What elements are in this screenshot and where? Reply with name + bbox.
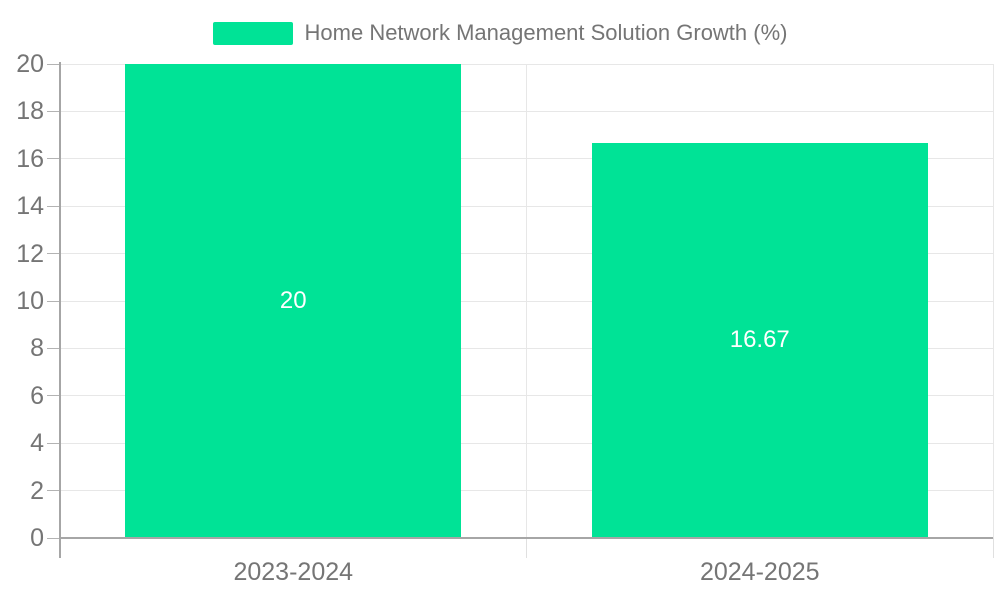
y-axis-tick xyxy=(47,110,60,112)
x-axis-line xyxy=(60,537,993,539)
bar-2023-2024[interactable] xyxy=(125,64,462,538)
y-tick-label: 18 xyxy=(16,97,44,126)
y-axis-tick xyxy=(47,253,60,255)
category-gridline xyxy=(526,64,527,538)
y-axis-tick xyxy=(47,537,60,539)
y-axis-line xyxy=(59,62,61,558)
y-tick-label: 0 xyxy=(30,524,44,552)
y-axis-tick xyxy=(47,158,60,160)
y-tick-label: 16 xyxy=(16,144,44,173)
x-category-label: 2024-2025 xyxy=(699,558,820,586)
x-category-label: 2023-2024 xyxy=(233,558,354,586)
y-tick-label: 4 xyxy=(30,429,44,458)
x-axis-tick xyxy=(526,538,527,558)
y-tick-label: 2 xyxy=(30,476,44,505)
y-axis-tick xyxy=(47,205,60,207)
bar-2024-2025[interactable] xyxy=(591,142,928,538)
y-tick-label: 10 xyxy=(16,287,44,315)
y-tick-label: 20 xyxy=(16,50,44,78)
y-tick-label: 12 xyxy=(16,239,44,268)
chart-legend[interactable]: Home Network Management Solution Growth … xyxy=(0,16,1000,50)
legend-marker xyxy=(212,21,293,45)
y-axis-tick xyxy=(47,395,60,397)
legend-label: Home Network Management Solution Growth … xyxy=(304,20,788,45)
y-tick-label: 14 xyxy=(16,192,44,221)
y-axis-tick xyxy=(47,347,60,349)
y-axis-tick xyxy=(47,63,60,65)
y-tick-label: 6 xyxy=(30,381,44,410)
y-axis-tick xyxy=(47,490,60,492)
y-axis-tick xyxy=(47,300,60,302)
x-axis-tick xyxy=(992,538,994,558)
bar-value-label: 20 xyxy=(279,287,307,314)
y-tick-label: 8 xyxy=(30,334,44,363)
bar-value-label: 16.67 xyxy=(729,326,790,354)
category-gridline xyxy=(992,64,994,538)
y-axis-tick xyxy=(47,442,60,444)
